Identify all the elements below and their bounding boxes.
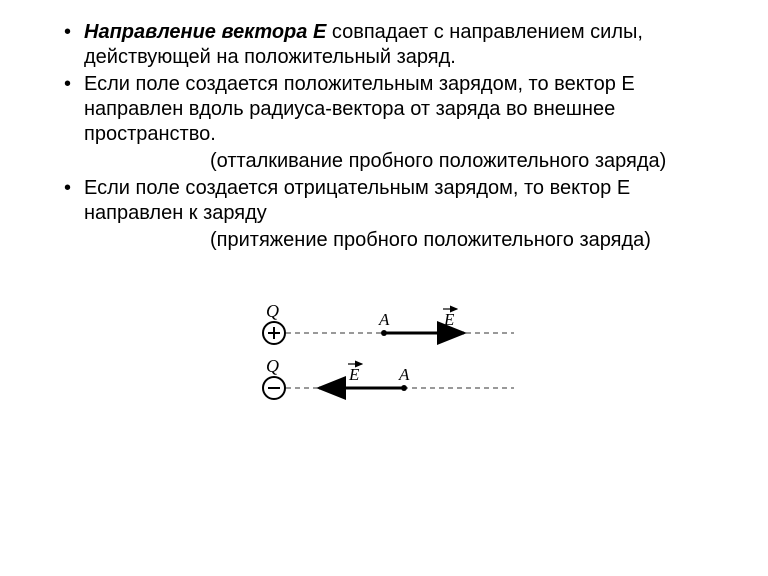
svg-text:E: E — [443, 310, 455, 329]
bullet-2-text: Если поле создается положительным зарядо… — [84, 73, 635, 145]
field-vector-diagram: Q A E Q A E — [254, 303, 534, 418]
bullet-list: Направление вектора Е совпадает с направ… — [60, 20, 728, 253]
svg-text:A: A — [378, 310, 390, 329]
svg-text:A: A — [398, 365, 410, 384]
bullet-1: Направление вектора Е совпадает с направ… — [60, 20, 728, 70]
svg-text:Q: Q — [266, 303, 279, 321]
svg-text:E: E — [348, 365, 360, 384]
bullet-2: Если поле создается положительным зарядо… — [60, 72, 728, 147]
bullet-1-emphasis: Направление вектора Е — [84, 21, 326, 43]
bullet-3-text: Если поле создается отрицательным зарядо… — [84, 177, 630, 224]
diagram-container: Q A E Q A E — [60, 303, 728, 418]
bullet-3-sub: (притяжение пробного положительного заря… — [60, 228, 728, 253]
svg-text:Q: Q — [266, 356, 279, 376]
bullet-2-sub: (отталкивание пробного положительного за… — [60, 149, 728, 174]
bullet-3: Если поле создается отрицательным зарядо… — [60, 176, 728, 226]
